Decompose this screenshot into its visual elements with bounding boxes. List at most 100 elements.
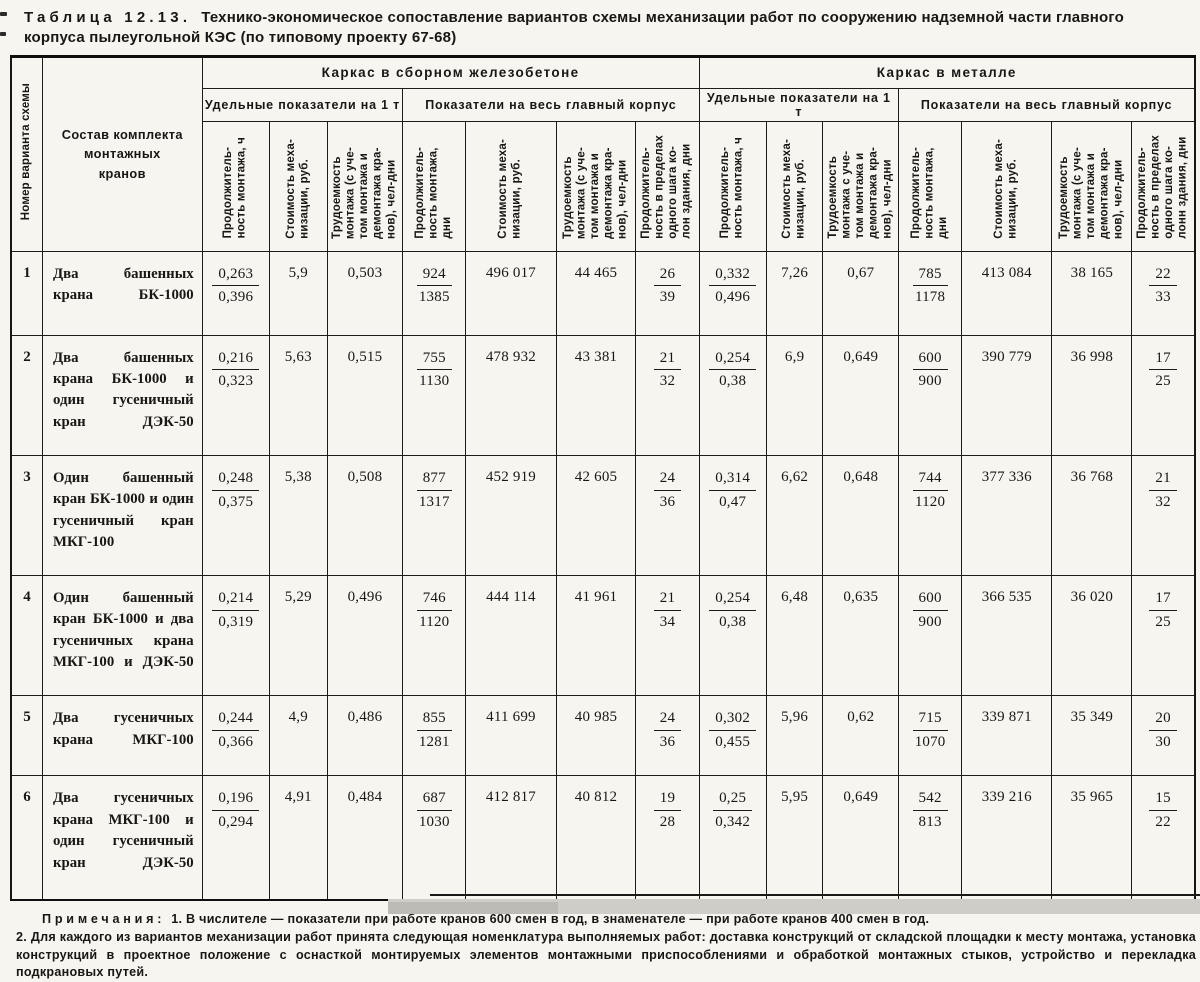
column-header-label: Продолжитель- ность монтажа, дни	[413, 146, 454, 239]
data-cell: 0,484	[326, 775, 404, 901]
data-cell: 366 535	[961, 575, 1053, 697]
fraction-value: 600 900	[912, 349, 948, 392]
fraction-value: 755 1130	[416, 349, 452, 392]
data-cell: 0,314 0,47	[698, 454, 767, 577]
fraction-numerator: 924	[416, 265, 452, 287]
data-cell: 24 36	[635, 695, 700, 777]
fraction-numerator: 755	[416, 349, 452, 371]
fraction-numerator: 0,254	[709, 349, 757, 371]
fraction-value: 924 1385	[416, 265, 452, 308]
fraction-denominator: 1281	[418, 734, 450, 751]
fraction-numerator: 746	[416, 589, 452, 611]
data-cell: 40 812	[555, 775, 637, 901]
column-header-7: Продолжитель- ность в пределах одного ша…	[635, 120, 700, 252]
data-cell: 5,29	[268, 575, 328, 697]
fraction-value: 17 25	[1149, 349, 1177, 392]
crane-set-cell: Два гусеничных крана МКГ-100	[42, 695, 203, 777]
fraction-denominator: 0,455	[715, 734, 751, 751]
data-cell: 5,96	[765, 695, 824, 777]
column-header-label: Продолжитель- ность монтажа, ч	[719, 137, 745, 239]
fraction-denominator: 0,47	[719, 493, 747, 510]
data-cell: 0,648	[822, 454, 900, 577]
fraction-value: 22 33	[1149, 265, 1177, 308]
data-cell: 413 084	[961, 250, 1053, 336]
fraction-denominator: 1120	[419, 613, 450, 630]
fraction-denominator: 1385	[418, 289, 450, 306]
fraction-denominator: 0,323	[218, 373, 254, 390]
fraction-numerator: 855	[416, 709, 452, 732]
fraction-denominator: 1030	[418, 814, 450, 831]
column-header-10: Трудоемкость монтажа с уче- том монтажа …	[822, 120, 900, 252]
data-cell: 5,38	[268, 454, 328, 577]
fraction-denominator: 1317	[418, 493, 450, 510]
table-number-label: Таблица 12.13.	[24, 9, 192, 26]
scan-artifact	[0, 32, 6, 36]
data-cell: 0,25 0,342	[698, 775, 767, 901]
fraction-value: 0,196 0,294	[212, 789, 260, 832]
fraction-numerator: 0,332	[709, 265, 757, 287]
fraction-denominator: 0,38	[719, 613, 747, 630]
data-cell: 496 017	[465, 250, 557, 336]
data-cell: 38 165	[1051, 250, 1133, 336]
data-cell: 5,9	[268, 250, 328, 336]
column-header-label: Продолжитель- ность монтажа, ч	[222, 137, 248, 239]
rotated-header-row: Продолжитель- ность монтажа, ч Стоимость …	[11, 120, 1196, 252]
data-cell: 687 1030	[402, 775, 467, 901]
data-cell: 0,635	[822, 575, 900, 697]
data-cell: 0,196 0,294	[201, 775, 270, 901]
data-cell: 0,508	[326, 454, 404, 577]
column-header-label: Продолжитель- ность в пределах одного ша…	[640, 134, 694, 239]
data-cell: 0,503	[326, 250, 404, 336]
footnotes: Примечания: 1. В числителе — показатели п…	[16, 911, 1196, 982]
data-cell: 5,95	[765, 775, 824, 901]
fraction-numerator: 22	[1149, 265, 1177, 287]
fraction-value: 0,263 0,396	[212, 265, 260, 308]
fraction-value: 0,248 0,375	[212, 469, 260, 512]
column-header-label: Трудоемкость монтажа с уче- том монтажа …	[826, 146, 894, 239]
column-header-4: Продолжитель- ность монтажа, дни	[402, 120, 467, 252]
fraction-value: 0,244 0,366	[212, 709, 260, 752]
data-cell: 4,91	[268, 775, 328, 901]
footnote-2: 2. Для каждого из вариантов механизации …	[16, 929, 1196, 980]
column-header-2: Стоимость меха- низации, руб.	[268, 120, 328, 252]
data-cell: 6,9	[765, 334, 824, 456]
data-cell: 452 919	[465, 454, 557, 577]
data-cell: 7,26	[765, 250, 824, 336]
column-header-13: Трудоемкость монтажа (с уче- том монтажа…	[1051, 120, 1133, 252]
crane-set-cell: Два гусеничных крана МКГ-100 и один гусе…	[42, 775, 203, 901]
data-cell: 0,214 0,319	[201, 575, 270, 697]
fraction-value: 24 36	[653, 709, 682, 752]
data-cell: 36 020	[1051, 575, 1133, 697]
data-cell: 19 28	[635, 775, 700, 901]
column-header-1: Продолжитель- ность монтажа, ч	[201, 120, 270, 252]
scan-artifact	[388, 899, 1200, 914]
fraction-denominator: 1178	[914, 289, 946, 306]
data-cell: 35 349	[1051, 695, 1133, 777]
data-cell: 43 381	[555, 334, 637, 456]
column-header-11: Продолжитель- ность монтажа, дни	[898, 120, 963, 252]
fraction-value: 21 34	[653, 589, 682, 632]
fraction-denominator: 0,294	[218, 814, 254, 831]
group-header-concrete: Каркас в сборном железобетоне	[201, 55, 700, 89]
fraction-denominator: 1120	[914, 493, 946, 510]
subgroup-whole-building-concrete: Показатели на весь главный корпус	[402, 87, 700, 122]
data-cell: 0,62	[822, 695, 900, 777]
data-cell: 41 961	[555, 575, 637, 697]
data-cell: 412 817	[465, 775, 557, 901]
data-cell: 40 985	[555, 695, 637, 777]
table-row: 1 Два башенных крана БК-1000 0,263 0,396 5,9…	[10, 250, 1196, 336]
fraction-value: 0,214 0,319	[212, 589, 260, 632]
data-cell: 715 1070	[898, 695, 963, 777]
fraction-value: 21 32	[1149, 469, 1177, 512]
data-cell: 877 1317	[402, 454, 467, 577]
fraction-value: 877 1317	[416, 469, 452, 512]
fraction-denominator: 0,342	[715, 814, 751, 831]
fraction-value: 0,254 0,38	[709, 589, 757, 632]
fraction-value: 26 39	[653, 265, 682, 308]
data-cell: 411 699	[465, 695, 557, 777]
fraction-denominator: 25	[1155, 613, 1171, 630]
column-header-3: Трудоемкость монтажа (с уче- том монтажа…	[326, 120, 404, 252]
variant-number: 3	[10, 454, 43, 577]
fraction-denominator: 900	[918, 613, 942, 630]
